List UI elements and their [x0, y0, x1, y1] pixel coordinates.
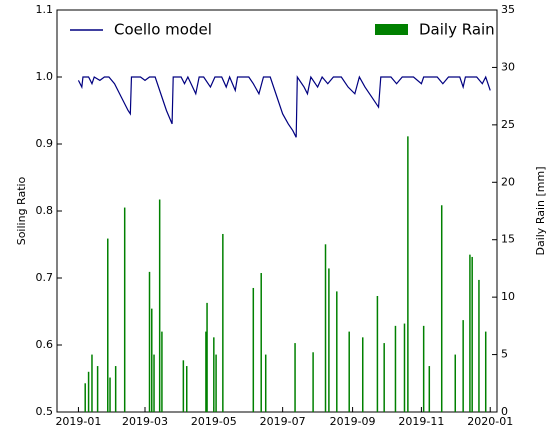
rain-bar [394, 325, 397, 412]
rain-bar [205, 331, 207, 412]
x-tick-label: 2019-09 [330, 415, 376, 428]
y-tick-label: 0.6 [36, 338, 54, 351]
rain-bar [222, 233, 224, 412]
rain-bar [383, 343, 385, 412]
rain-bar [348, 331, 350, 412]
y2-axis-label: Daily Rain [mm] [534, 166, 547, 255]
rain-bar [206, 302, 208, 412]
y-tick-label: 0.5 [36, 405, 54, 418]
rain-bar [213, 337, 215, 412]
y-tick-label: 0.8 [36, 204, 54, 217]
plot-frame [56, 9, 498, 413]
y2-tick-label: 10 [501, 290, 515, 303]
rain-bar [324, 244, 327, 412]
rain-bar [87, 371, 90, 412]
x-tick-label: 2019-01 [55, 415, 101, 428]
y2-tick-label: 35 [501, 3, 515, 16]
y2-tick-label: 20 [501, 175, 515, 188]
x-tick-label: 2019-07 [260, 415, 306, 428]
rain-bar [109, 377, 111, 412]
y2-tick-label: 15 [501, 233, 515, 246]
rain-bar [361, 337, 364, 412]
y2-tick-label: 25 [501, 118, 515, 131]
rain-bar [91, 354, 93, 412]
legend-label: Daily Rain [419, 21, 495, 39]
rain-bar [328, 268, 330, 412]
x-tick-label: 2019-03 [122, 415, 168, 428]
rain-bar [107, 238, 109, 412]
rain-bar [260, 273, 262, 412]
rain-bar [422, 325, 425, 412]
rain-bar [96, 366, 99, 412]
rain-bar [469, 254, 471, 412]
y-tick-label: 0.7 [36, 271, 54, 284]
y2-tick-label: 0 [501, 405, 508, 418]
rain-bar [161, 331, 163, 412]
y-tick-label: 0.9 [36, 137, 54, 150]
rain-bar [471, 256, 473, 412]
rain-bar [376, 295, 379, 412]
x-tick-label: 2019-05 [191, 415, 237, 428]
rain-bar [440, 205, 443, 412]
x-tick-label: 2020-01 [467, 415, 513, 428]
model-line [77, 75, 491, 138]
rain-bar [403, 323, 406, 412]
rain-bar [151, 308, 153, 412]
rain-bar [84, 383, 86, 412]
rain-bar [336, 291, 338, 412]
legend-label: Coello model [114, 21, 212, 39]
x-tick-label: 2019-11 [398, 415, 444, 428]
legend-swatch [375, 24, 408, 35]
rain-bar [428, 366, 431, 412]
y-axis-label: Soiling Ratio [15, 176, 28, 245]
rain-bar [478, 279, 480, 412]
rain-bar [454, 354, 457, 412]
rain-bar [407, 136, 409, 413]
rain-bar [182, 360, 185, 412]
rain-bar [158, 199, 161, 412]
y2-tick-label: 5 [501, 348, 508, 361]
rain-bar [123, 207, 126, 412]
rain-bar [114, 366, 117, 412]
rain-bar [148, 271, 151, 412]
y-tick-label: 1.1 [36, 3, 54, 16]
rain-bar [264, 354, 267, 412]
rain-bar [294, 343, 296, 412]
rain-bar [312, 352, 314, 412]
rain-bar [153, 354, 155, 412]
rain-bar [215, 354, 217, 412]
rain-bar [185, 366, 188, 412]
y-tick-label: 1.0 [36, 70, 54, 83]
rain-bar [484, 331, 487, 412]
rain-bar [462, 320, 464, 412]
rain-bar [252, 287, 255, 412]
y2-tick-label: 30 [501, 60, 515, 73]
